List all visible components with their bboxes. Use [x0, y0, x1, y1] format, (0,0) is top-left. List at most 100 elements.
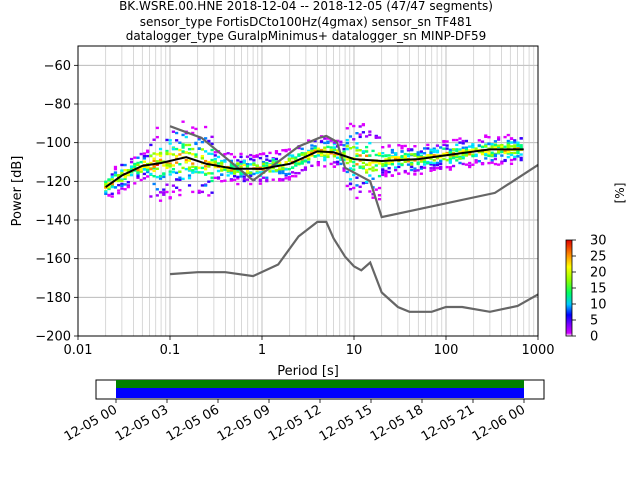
- psd-density-cell: [158, 158, 163, 162]
- psd-density-cell: [265, 176, 269, 179]
- psd-density-cell: [516, 147, 520, 150]
- psd-density-cell: [352, 160, 356, 164]
- psd-density-cell: [204, 125, 208, 129]
- psd-density-cell: [213, 151, 217, 154]
- plot-frame: [77, 45, 539, 337]
- psd-density-cell: [191, 153, 195, 156]
- psd-density-cell: [252, 163, 256, 166]
- y-axis-ticks: −200 −180 −160 −140 −120 −100 −80 −60: [35, 59, 78, 345]
- psd-density-cell: [194, 127, 198, 131]
- psd-density-cell: [136, 171, 140, 174]
- psd-density-cell: [468, 165, 472, 169]
- psd-density-cell: [117, 174, 121, 177]
- psd-density-cell: [445, 165, 449, 169]
- psd-density-cell: [384, 173, 388, 176]
- psd-density-cell: [471, 143, 475, 146]
- psd-density-cell: [258, 171, 262, 174]
- psd-density-cell: [229, 179, 233, 182]
- psd-density-cell: [223, 168, 227, 171]
- psd-density-cell: [155, 167, 159, 170]
- psd-density-cell: [464, 150, 469, 153]
- psd-density-cell: [136, 176, 140, 179]
- psd-density-cell: [175, 154, 179, 158]
- psd-density-cell: [207, 140, 211, 143]
- x-tick-label: 0.01: [64, 343, 93, 358]
- psd-density-cell: [197, 191, 201, 194]
- psd-density-cell: [336, 150, 340, 154]
- psd-density-cell: [158, 147, 163, 151]
- psd-density-cell: [451, 138, 456, 142]
- psd-density-cell: [506, 144, 510, 147]
- psd-density-cell: [468, 145, 472, 148]
- psd-density-cell: [178, 188, 182, 192]
- psd-density-cell: [429, 163, 433, 166]
- colorbar-tick-label: 0: [590, 330, 598, 345]
- psd-density-cell: [178, 141, 182, 144]
- psd-density-cell: [355, 196, 359, 200]
- psd-density-cell: [422, 163, 427, 166]
- psd-density-cell: [490, 161, 494, 164]
- psd-density-cell: [110, 178, 114, 181]
- psd-density-cell: [471, 145, 475, 149]
- psd-density-cell: [387, 154, 391, 157]
- psd-density-cell: [249, 174, 253, 177]
- psd-density-cell: [307, 149, 311, 153]
- psd-density-cell: [448, 161, 452, 164]
- psd-density-cell: [107, 194, 111, 197]
- psd-density-cell: [123, 183, 127, 186]
- colorbar-tick-label: 15: [590, 282, 607, 297]
- coverage-tick-label: 12-05 15: [317, 402, 375, 444]
- grid-major: [77, 46, 539, 337]
- psd-density-cell: [397, 156, 401, 159]
- psd-density-cell: [471, 163, 475, 166]
- psd-density-cell: [371, 166, 375, 169]
- psd-density-cell: [358, 135, 362, 139]
- psd-density-cell: [461, 155, 465, 158]
- psd-density-cell: [480, 162, 485, 165]
- psd-density-cell: [348, 135, 353, 138]
- psd-density-cell: [358, 159, 362, 162]
- psd-density-cell: [439, 162, 443, 166]
- psd-density-cell: [390, 148, 394, 152]
- psd-density-cell: [516, 150, 520, 154]
- psd-density-cell: [232, 170, 237, 173]
- psd-density-cell: [493, 140, 498, 143]
- psd-density-cell: [171, 147, 176, 151]
- psd-density-cell: [319, 148, 324, 152]
- psd-density-cell: [480, 140, 485, 143]
- psd-density-cell: [345, 145, 349, 148]
- x-tick-label: 1: [258, 343, 266, 358]
- psd-density-cell: [516, 141, 520, 144]
- psd-density-cell: [142, 154, 147, 158]
- psd-density-cell: [316, 163, 320, 167]
- psd-density-cell: [204, 165, 208, 168]
- psd-density-cell: [416, 156, 420, 159]
- psd-density-cell: [506, 142, 510, 145]
- psd-density-cell: [410, 161, 414, 165]
- psd-density-cell: [178, 153, 182, 156]
- psd-density-cell: [146, 165, 150, 169]
- psd-density-cell: [493, 143, 498, 147]
- psd-density-cell: [374, 164, 378, 167]
- psd-density-cell: [426, 147, 430, 150]
- psd-density-cell: [287, 178, 291, 181]
- psd-density-cell: [506, 146, 510, 149]
- psd-density-cell: [158, 174, 163, 178]
- psd-density-cell: [487, 161, 491, 165]
- psd-density-cell: [422, 152, 427, 155]
- psd-density-cell: [413, 169, 417, 173]
- psd-density-cell: [348, 158, 353, 161]
- psd-density-cell: [390, 162, 394, 166]
- psd-density-cell: [187, 184, 192, 187]
- x-axis-label: Period [s]: [277, 364, 339, 379]
- psd-density-cell: [168, 152, 172, 156]
- psd-density-cell: [165, 138, 169, 142]
- psd-density-cell: [110, 175, 114, 179]
- psd-density-cell: [390, 156, 394, 159]
- psd-density-cell: [455, 159, 459, 162]
- psd-density-cell: [126, 173, 130, 176]
- psd-density-cell: [245, 163, 250, 166]
- psd-density-cell: [210, 172, 214, 175]
- psd-density-cell: [461, 150, 465, 153]
- psd-density-cell: [365, 180, 369, 184]
